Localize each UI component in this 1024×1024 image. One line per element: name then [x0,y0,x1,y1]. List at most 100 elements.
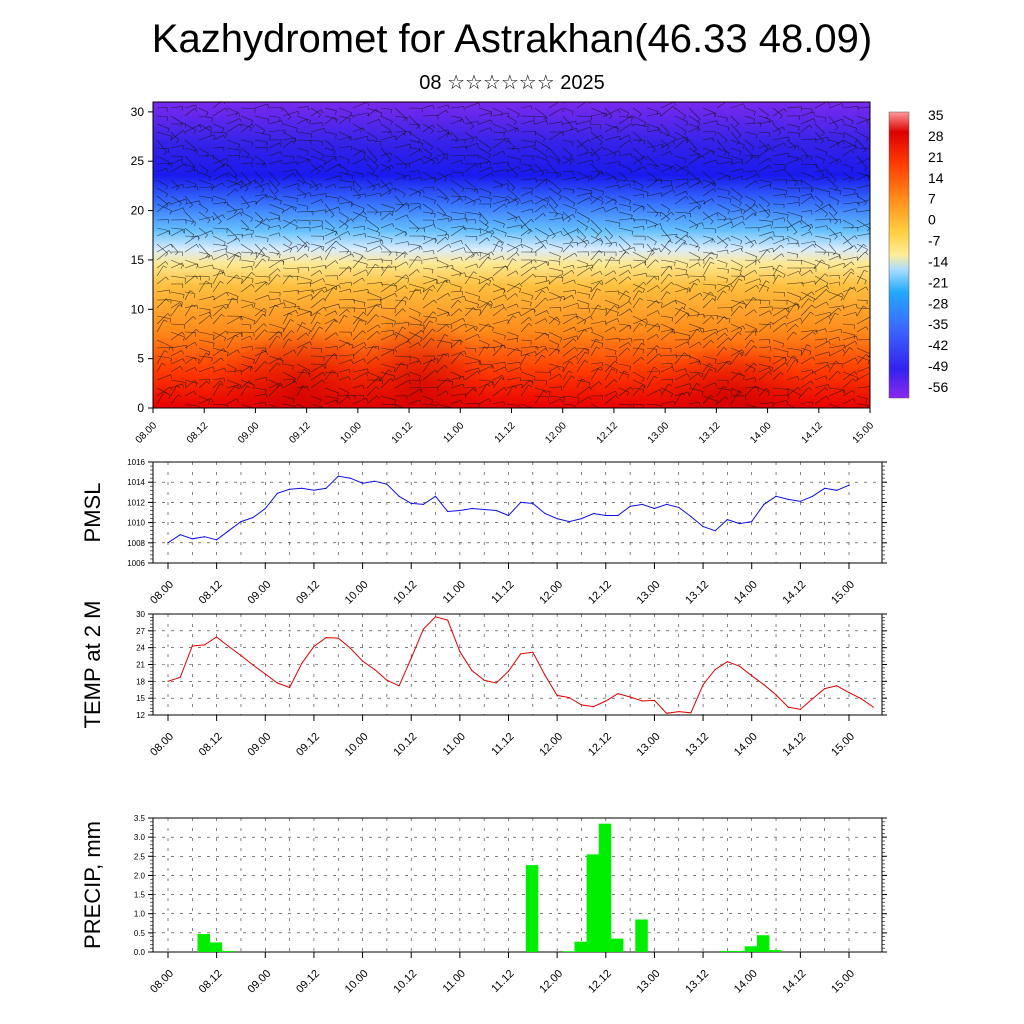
temp-point [483,679,485,681]
x-tick-label: 13.00 [646,420,672,446]
x-tick-label: 14.00 [732,968,760,996]
x-tick-label: 10.12 [391,731,419,759]
pmsl-point [276,492,278,494]
y-tick-label: 2.5 [134,852,146,861]
pmsl-point [751,521,753,523]
x-tick-label: 08.00 [134,420,160,446]
precip-bar [756,935,770,952]
x-tick-label: 14.00 [732,579,760,607]
y-tick-label: 24 [136,644,145,653]
x-tick-label: 11.00 [441,420,466,445]
pmsl-point [593,512,595,515]
temp-point [702,684,704,686]
colorbar-label: -21 [928,274,948,290]
precip-bar [197,934,210,952]
x-tick-label: 08.12 [185,420,211,446]
pmsl-point [666,503,668,505]
x-tick-label: 11.00 [441,579,468,606]
temp-point [422,628,424,630]
pmsl-point [179,534,181,536]
y-tick-label: 27 [136,627,145,636]
pmsl-point [714,530,716,532]
colorbar-label: 35 [928,107,944,123]
pmsl-point [313,489,315,491]
x-tick-label: 13.00 [635,968,663,996]
chart-title: Kazhydromet for Astrakhan(46.33 48.09) [151,17,873,61]
precip-bar [209,942,223,952]
x-tick-label: 13.12 [697,420,723,446]
x-tick-label: 12.12 [595,420,621,446]
temp-point [264,673,266,675]
y-axis-label: PRECIP, mm [80,821,105,949]
x-tick-label: 09.12 [294,968,322,996]
x-tick-label: 08.00 [148,968,176,996]
colorbar-label: 14 [928,170,944,186]
temp-point [678,711,680,713]
temp-point [495,682,497,684]
colorbar-label: 7 [928,191,936,207]
pmsl-point [289,488,291,490]
temp-point [434,616,437,618]
y-tick-label: 30 [136,610,145,619]
x-tick-label: 11.12 [489,731,516,758]
y-tick-label: 15 [131,253,145,267]
temp-point [775,694,777,696]
colorbar-label: 0 [928,212,936,228]
pmsl-point [775,495,777,497]
x-tick-label: 12.12 [586,731,614,759]
temp-point [617,693,619,695]
precip-bar [574,941,587,952]
x-tick-label: 15.00 [829,579,857,607]
x-tick-label: 14.12 [781,968,809,996]
temp-point [593,706,595,708]
x-tick-label: 11.00 [441,731,468,758]
x-tick-label: 13.12 [683,731,711,759]
temp-point [276,682,278,684]
pmsl-point [337,475,339,477]
pmsl-point [605,514,607,517]
temp-point [811,698,814,700]
pmsl-point [556,518,558,520]
pmsl-point [678,506,680,508]
temp-point [568,697,570,699]
pmsl-point [641,503,643,505]
y-tick-label: 0.0 [134,948,146,957]
precip-bar [598,823,612,952]
temp-line [167,616,874,714]
temp-point [726,661,729,663]
y-tick-label: 3.5 [134,814,146,823]
colorbar-label: -28 [928,295,948,311]
precip-bar [562,951,575,952]
y-tick-label: 12 [136,711,145,720]
temp-panel: 12 15 18 21 24 27 30 08.00 08.12 09.00 09.12 10.00 1… [80,601,887,759]
pmsl-point [568,521,570,523]
temp-point [714,668,716,671]
temp-point [532,651,534,653]
x-tick-label: 11.00 [441,968,468,995]
y-tick-label: 20 [131,204,145,218]
y-tick-label: 3.0 [134,833,146,842]
x-tick-label: 10.00 [339,420,365,446]
precip-panel: 0.0 0.5 1.0 1.5 2.0 2.5 3.0 3.5 08.00 08.12 09.00 0… [80,814,887,996]
temp-point [362,660,364,662]
temp-point [751,675,753,677]
x-tick-label: 13.00 [635,579,663,607]
x-tick-label: 12.00 [537,731,565,759]
y-tick-label: 1016 [127,458,145,467]
x-tick-label: 10.12 [391,968,419,996]
pmsl-point [702,526,704,528]
y-tick-label: 2.0 [134,871,146,880]
temp-point [289,686,291,689]
pmsl-point [532,502,534,504]
pmsl-point [374,480,376,482]
x-tick-label: 14.00 [748,420,774,446]
x-tick-label: 08.00 [148,579,176,607]
y-tick-label: 0 [137,401,144,415]
temp-point [641,700,643,702]
y-axis-label: TEMP at 2 M [80,601,105,729]
pmsl-point [203,536,206,538]
y-tick-label: 30 [131,105,145,119]
x-tick-label: 13.12 [683,579,711,607]
pmsl-point [739,523,741,525]
pmsl-point [264,507,266,510]
